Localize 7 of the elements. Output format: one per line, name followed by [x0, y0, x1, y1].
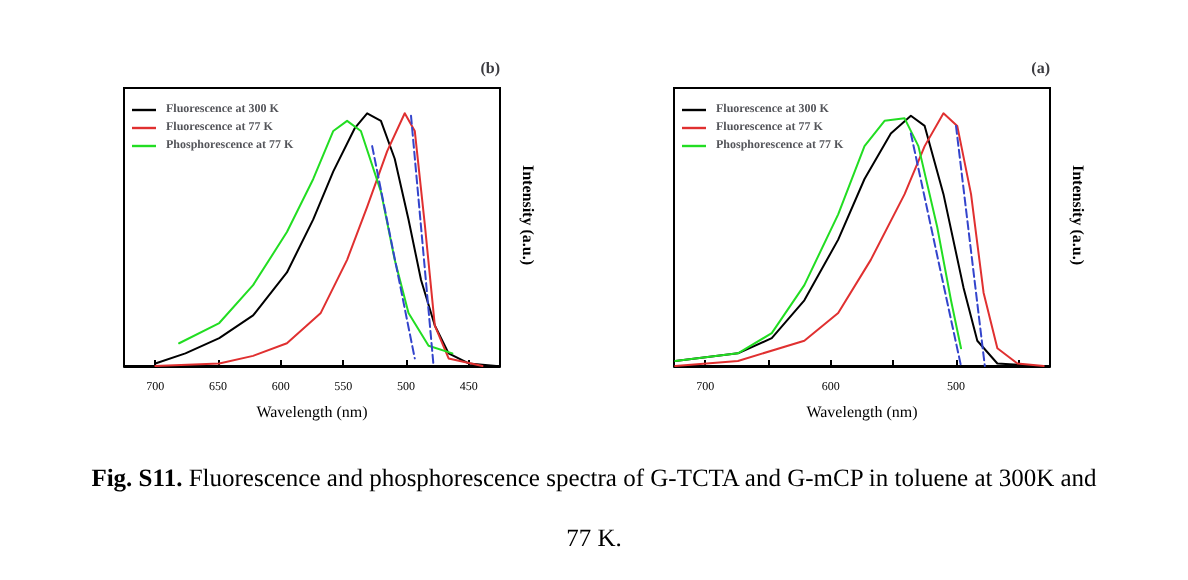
chart-title: (b): [480, 59, 501, 77]
x-axis-title: Wavelength (nm): [806, 402, 919, 421]
x-axis-title: Wavelength (nm): [256, 402, 369, 421]
y-axis-title: Intensity (a.u.): [519, 165, 537, 266]
y-axis-title: Intensity (a.u.): [1069, 165, 1087, 266]
text: Fig. S11. Fluorescence and phosphorescence spectra of G-TCTA and G-mCP in toluene at 300K and 77 K.: [91, 464, 1097, 552]
chart-title: (a): [1031, 59, 1051, 77]
